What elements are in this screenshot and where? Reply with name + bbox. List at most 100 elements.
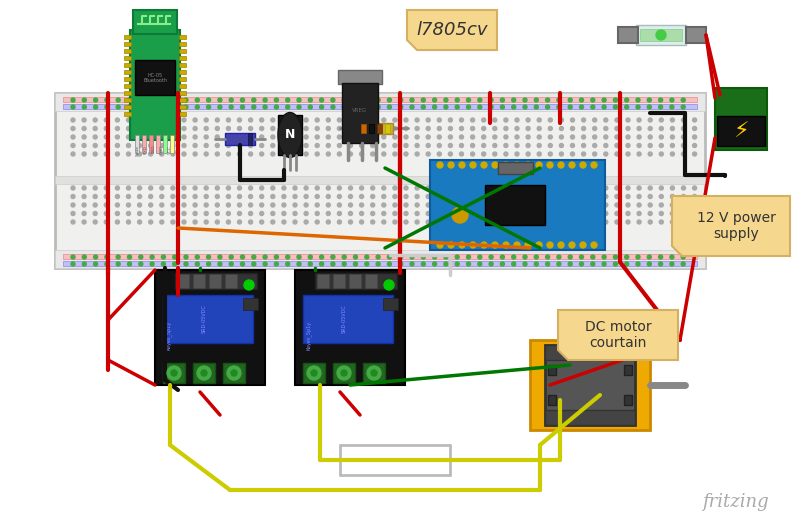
Circle shape bbox=[637, 135, 641, 139]
Circle shape bbox=[270, 194, 275, 198]
Bar bbox=[430, 160, 605, 250]
Circle shape bbox=[249, 203, 253, 207]
Circle shape bbox=[615, 203, 619, 207]
Circle shape bbox=[682, 152, 686, 156]
Circle shape bbox=[525, 242, 531, 248]
Circle shape bbox=[452, 207, 468, 223]
Circle shape bbox=[71, 186, 75, 190]
Bar bbox=[63, 97, 697, 102]
Circle shape bbox=[415, 194, 419, 198]
Text: DC motor
courtain: DC motor courtain bbox=[585, 320, 651, 350]
Circle shape bbox=[459, 186, 463, 190]
Circle shape bbox=[670, 203, 674, 207]
Text: Key: Key bbox=[176, 145, 180, 152]
Circle shape bbox=[149, 143, 153, 148]
Circle shape bbox=[512, 255, 516, 259]
Circle shape bbox=[387, 255, 391, 259]
Circle shape bbox=[150, 255, 154, 259]
Circle shape bbox=[682, 220, 686, 224]
Circle shape bbox=[466, 105, 470, 109]
Circle shape bbox=[455, 105, 459, 109]
Circle shape bbox=[604, 152, 608, 156]
Circle shape bbox=[582, 186, 586, 190]
Circle shape bbox=[448, 152, 453, 156]
Circle shape bbox=[489, 98, 493, 102]
Circle shape bbox=[226, 203, 230, 207]
Circle shape bbox=[415, 126, 419, 131]
Circle shape bbox=[568, 255, 572, 259]
Circle shape bbox=[326, 211, 330, 215]
Bar bbox=[177, 274, 189, 288]
Circle shape bbox=[444, 98, 448, 102]
Circle shape bbox=[604, 186, 608, 190]
Circle shape bbox=[404, 211, 408, 215]
Circle shape bbox=[647, 255, 651, 259]
Circle shape bbox=[558, 162, 564, 168]
Circle shape bbox=[193, 152, 197, 156]
Circle shape bbox=[320, 262, 323, 266]
Circle shape bbox=[493, 220, 497, 224]
Circle shape bbox=[249, 220, 253, 224]
Circle shape bbox=[162, 105, 166, 109]
Circle shape bbox=[647, 98, 651, 102]
Bar bbox=[179, 49, 186, 53]
Circle shape bbox=[193, 194, 197, 198]
Circle shape bbox=[582, 194, 586, 198]
Bar bbox=[124, 49, 131, 53]
Circle shape bbox=[171, 220, 175, 224]
Circle shape bbox=[546, 262, 550, 266]
Circle shape bbox=[415, 203, 419, 207]
Circle shape bbox=[559, 203, 563, 207]
Text: HC-05
Bluetooth: HC-05 Bluetooth bbox=[143, 73, 167, 83]
Bar bbox=[715, 88, 767, 150]
Circle shape bbox=[559, 143, 563, 148]
Circle shape bbox=[150, 262, 154, 266]
Circle shape bbox=[466, 255, 470, 259]
Circle shape bbox=[71, 126, 75, 131]
Circle shape bbox=[614, 105, 618, 109]
Circle shape bbox=[470, 143, 474, 148]
Circle shape bbox=[149, 186, 153, 190]
Circle shape bbox=[270, 118, 275, 122]
Circle shape bbox=[459, 143, 463, 148]
Bar bbox=[383, 298, 398, 310]
Circle shape bbox=[582, 135, 586, 139]
Circle shape bbox=[215, 143, 219, 148]
Circle shape bbox=[482, 203, 486, 207]
Circle shape bbox=[615, 186, 619, 190]
Circle shape bbox=[182, 118, 186, 122]
Circle shape bbox=[82, 203, 86, 207]
Circle shape bbox=[338, 220, 342, 224]
Circle shape bbox=[398, 262, 402, 266]
Circle shape bbox=[470, 118, 474, 122]
Circle shape bbox=[636, 98, 640, 102]
Circle shape bbox=[82, 255, 86, 259]
Circle shape bbox=[548, 143, 552, 148]
Circle shape bbox=[337, 366, 351, 380]
Circle shape bbox=[370, 143, 374, 148]
Bar bbox=[317, 274, 329, 288]
Circle shape bbox=[349, 220, 353, 224]
Circle shape bbox=[422, 262, 426, 266]
Circle shape bbox=[270, 186, 275, 190]
Circle shape bbox=[659, 135, 663, 139]
Circle shape bbox=[173, 98, 177, 102]
Circle shape bbox=[504, 203, 508, 207]
Circle shape bbox=[215, 186, 219, 190]
Circle shape bbox=[218, 105, 222, 109]
Text: VREG: VREG bbox=[353, 108, 367, 112]
Circle shape bbox=[263, 255, 267, 259]
Bar bbox=[63, 254, 697, 259]
Circle shape bbox=[415, 118, 419, 122]
Circle shape bbox=[470, 186, 474, 190]
Circle shape bbox=[590, 262, 595, 266]
Circle shape bbox=[354, 98, 358, 102]
Circle shape bbox=[359, 126, 363, 131]
Circle shape bbox=[382, 203, 386, 207]
Circle shape bbox=[370, 194, 374, 198]
Circle shape bbox=[636, 105, 640, 109]
Circle shape bbox=[514, 242, 520, 248]
Circle shape bbox=[538, 135, 542, 139]
Circle shape bbox=[286, 255, 290, 259]
Circle shape bbox=[149, 126, 153, 131]
